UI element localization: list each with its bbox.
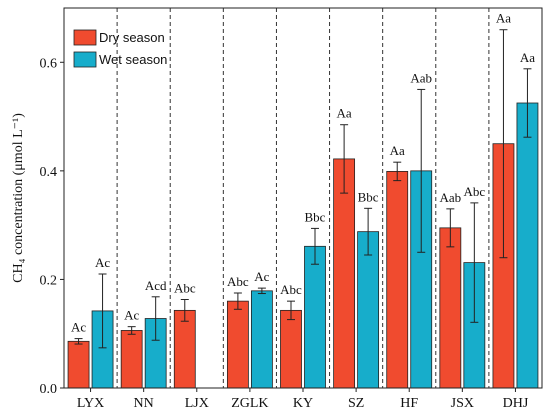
significance-letter: Ac <box>95 255 110 270</box>
error-bars <box>74 29 532 349</box>
legend-label-dry: Dry season <box>99 30 165 45</box>
plot-frame <box>63 7 543 389</box>
x-tick-label: LYX <box>77 396 104 411</box>
significance-letter: Aab <box>439 190 461 205</box>
bar-dhj-wet <box>516 102 539 389</box>
y-tick-label: 0.4 <box>40 165 58 180</box>
x-tick-label: SZ <box>348 396 364 411</box>
bar-lyx-dry <box>67 340 90 389</box>
bar-zglk-wet <box>250 290 273 389</box>
significance-letter: Ac <box>254 269 269 284</box>
x-tick-label: DHJ <box>503 396 529 411</box>
significance-letter: Aa <box>390 143 405 158</box>
y-tick-label: 0.2 <box>40 273 58 288</box>
legend-label-wet: Wet season <box>99 52 167 67</box>
bar-ky-dry <box>280 309 302 389</box>
x-tick-label: NN <box>134 396 154 411</box>
y-tick-label: 0.6 <box>40 56 58 71</box>
legend-swatch-wet <box>73 51 97 68</box>
group-dividers <box>116 8 490 388</box>
bar-jsx-dry <box>439 227 462 389</box>
bars <box>67 102 539 389</box>
significance-letter: Abc <box>280 282 302 297</box>
y-tick-label: 0.0 <box>40 382 58 397</box>
x-tick-label: JSX <box>451 396 474 411</box>
significance-letter: Ac <box>124 308 139 323</box>
bar-ky-wet <box>304 245 326 389</box>
bar-hf-dry <box>386 170 409 389</box>
legend: Dry season Wet season <box>73 29 167 68</box>
significance-letter: Acd <box>145 278 167 293</box>
axes: LYX NN LJX ZGLK KY SZ HF JSX DHJ 0.0 0.2 0.4 0.6 CH₄ … <box>11 7 543 411</box>
significance-letter: Aa <box>520 50 535 65</box>
x-tick-label: HF <box>400 396 418 411</box>
significance-letter: Abc <box>227 274 249 289</box>
significance-letter: Ac <box>71 320 86 335</box>
significance-letter: Aab <box>410 70 432 85</box>
bar-nn-dry <box>120 330 143 389</box>
significance-letter: Bbc <box>358 189 379 204</box>
significance-letter: Aa <box>496 11 511 26</box>
x-tick-label: ZGLK <box>231 396 268 411</box>
bar-zglk-dry <box>226 300 249 389</box>
significance-letter: Abc <box>463 184 485 199</box>
significance-letter: Bbc <box>305 209 326 224</box>
legend-swatch-dry <box>73 29 97 46</box>
significance-letter: Aa <box>337 106 352 121</box>
y-axis-label: CH₄ concentration (μmol L⁻¹) <box>11 113 26 283</box>
significance-letter: Abc <box>174 281 196 296</box>
x-tick-label: LJX <box>185 396 209 411</box>
bar-ljx-dry <box>173 309 196 389</box>
x-tick-label: KY <box>293 396 313 411</box>
